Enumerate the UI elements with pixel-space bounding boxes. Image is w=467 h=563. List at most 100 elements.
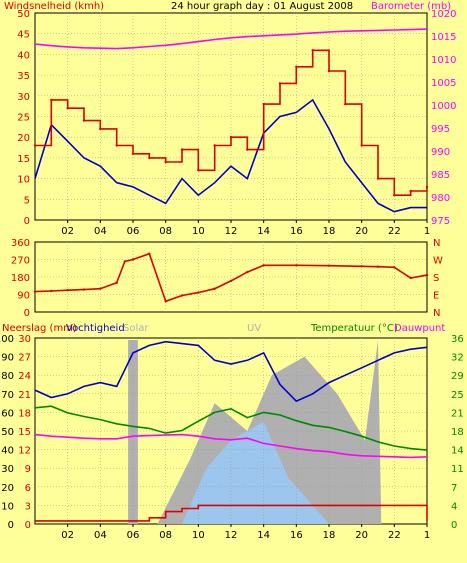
wind-direction-point	[213, 287, 216, 290]
rain-tick: 12	[18, 446, 31, 457]
barometer-tick: 995	[431, 124, 450, 135]
panel3-series	[34, 340, 428, 522]
dewpoint-line	[34, 433, 428, 459]
wind-direction-point	[66, 289, 69, 292]
humidity-tick: 50	[1, 427, 14, 438]
wind-direction-point	[197, 291, 200, 294]
compass-tick: E	[433, 291, 439, 302]
panel3-humidity-ticks: 1009080706050403020100	[0, 334, 14, 531]
wind-direction-point	[131, 258, 135, 261]
wind-direction-point	[115, 281, 118, 284]
wind-speed-point	[99, 127, 102, 131]
x-tick-label: 1	[424, 226, 430, 237]
wind-direction-point	[50, 289, 53, 293]
wind-direction-point	[148, 252, 151, 255]
panel1-series	[33, 28, 429, 213]
panel2-grid	[35, 242, 427, 312]
wind-speed-tick: 50	[17, 9, 30, 20]
panel3-grid	[35, 338, 427, 524]
wind-speed-point	[213, 144, 216, 147]
wind-direction-point	[164, 300, 167, 303]
humidity-line	[34, 340, 428, 403]
x-tick-label: 08	[159, 226, 172, 237]
wind-speed-tick: 25	[17, 113, 30, 124]
humidity-tick: 100	[0, 334, 14, 345]
panel-temp-humidity: Neerslag (mm) Vochtigheid Solar UV Tempe…	[0, 323, 464, 541]
direction-degree-tick: 180	[11, 273, 30, 284]
rain-line	[35, 504, 428, 522]
direction-degree-tick: 0	[24, 308, 30, 319]
wind-direction-point	[246, 270, 249, 274]
uv-axis-label: UV	[247, 323, 261, 334]
x-tick-label: 12	[225, 226, 238, 237]
wind-direction-point	[82, 288, 86, 291]
x-tick-label: 10	[192, 226, 205, 237]
rain-tick: 24	[18, 371, 31, 382]
x-tick-label: 20	[355, 226, 368, 237]
humidity-tick: 30	[1, 464, 14, 475]
dewpoint-axis-label: Dauwpunt	[394, 323, 445, 334]
temperature-tick: 11	[451, 464, 464, 475]
temperature-tick: 7	[451, 483, 457, 494]
humidity-tick: 10	[1, 501, 14, 512]
x-tick-label: 02	[61, 226, 74, 237]
wind-direction-point	[262, 264, 265, 267]
compass-tick: N	[433, 308, 440, 319]
wind-direction-point	[327, 264, 331, 267]
temperature-tick: 0	[451, 520, 457, 531]
wind-direction-point	[99, 287, 102, 290]
wind-average-line	[34, 98, 427, 213]
temperature-tick: 32	[451, 353, 464, 364]
temperature-tick: 21	[451, 408, 464, 419]
wind-speed-point	[409, 189, 412, 193]
rain-tick: 3	[25, 501, 31, 512]
barometer-tick: 990	[431, 147, 450, 158]
panel1-right-ticks: 1020 1015 1010 1005 1000 995 990 985 980 975	[431, 9, 456, 227]
barometer-tick: 1005	[431, 78, 456, 89]
panel3-x-ticks: 02 04 06 08 10 12 14 16 18 20 22 1	[61, 524, 430, 541]
x-tick-label: 1	[424, 530, 430, 541]
panel-wind-barometer: Windsnelheid (kmh) 24 hour graph day : 0…	[4, 1, 456, 237]
wind-speed-point	[66, 107, 69, 110]
x-tick-label: 14	[257, 530, 270, 541]
wind-speed-point	[311, 49, 314, 52]
temperature-tick: 4	[451, 501, 457, 512]
wind-speed-point	[393, 194, 396, 197]
temperature-axis-label: Temperatuur (°C)	[310, 323, 398, 334]
panel2-left-ticks: 360 270 180 90 0	[11, 238, 30, 319]
rain-tick: 15	[18, 427, 31, 438]
x-tick-label: 02	[61, 530, 74, 541]
chart-title: 24 hour graph day : 01 August 2008	[171, 1, 353, 12]
barometer-tick: 980	[431, 193, 450, 204]
wind-direction-point	[425, 273, 429, 277]
wind-speed-tick: 45	[17, 30, 30, 41]
wind-speed-point	[425, 185, 429, 189]
wind-speed-point	[229, 136, 233, 139]
wind-speed-tick: 35	[17, 71, 30, 82]
direction-degree-tick: 360	[11, 238, 30, 249]
wind-speed-point	[327, 69, 331, 73]
direction-degree-tick: 270	[11, 256, 30, 267]
x-tick-label: 06	[127, 226, 140, 237]
wind-speed-tick: 30	[17, 92, 30, 103]
wind-direction-point	[180, 294, 184, 297]
humidity-tick: 0	[8, 520, 14, 531]
wind-speed-tick: 0	[24, 216, 30, 227]
rain-tick: 0	[25, 520, 31, 531]
rain-tick: 18	[18, 408, 31, 419]
wind-direction-point	[123, 260, 127, 263]
wind-speed-axis-label: Windsnelheid (kmh)	[4, 1, 104, 12]
rain-tick: 6	[25, 483, 31, 494]
wind-speed-point	[376, 177, 380, 180]
x-tick-label: 14	[257, 226, 270, 237]
x-tick-label: 18	[323, 530, 336, 541]
temperature-tick: 29	[451, 371, 464, 382]
wind-speed-point	[82, 119, 86, 122]
wind-speed-point	[50, 98, 53, 102]
rain-axis-label: Neerslag (mm)	[2, 323, 77, 334]
wind-direction-point	[393, 266, 396, 269]
x-tick-label: 16	[290, 530, 303, 541]
